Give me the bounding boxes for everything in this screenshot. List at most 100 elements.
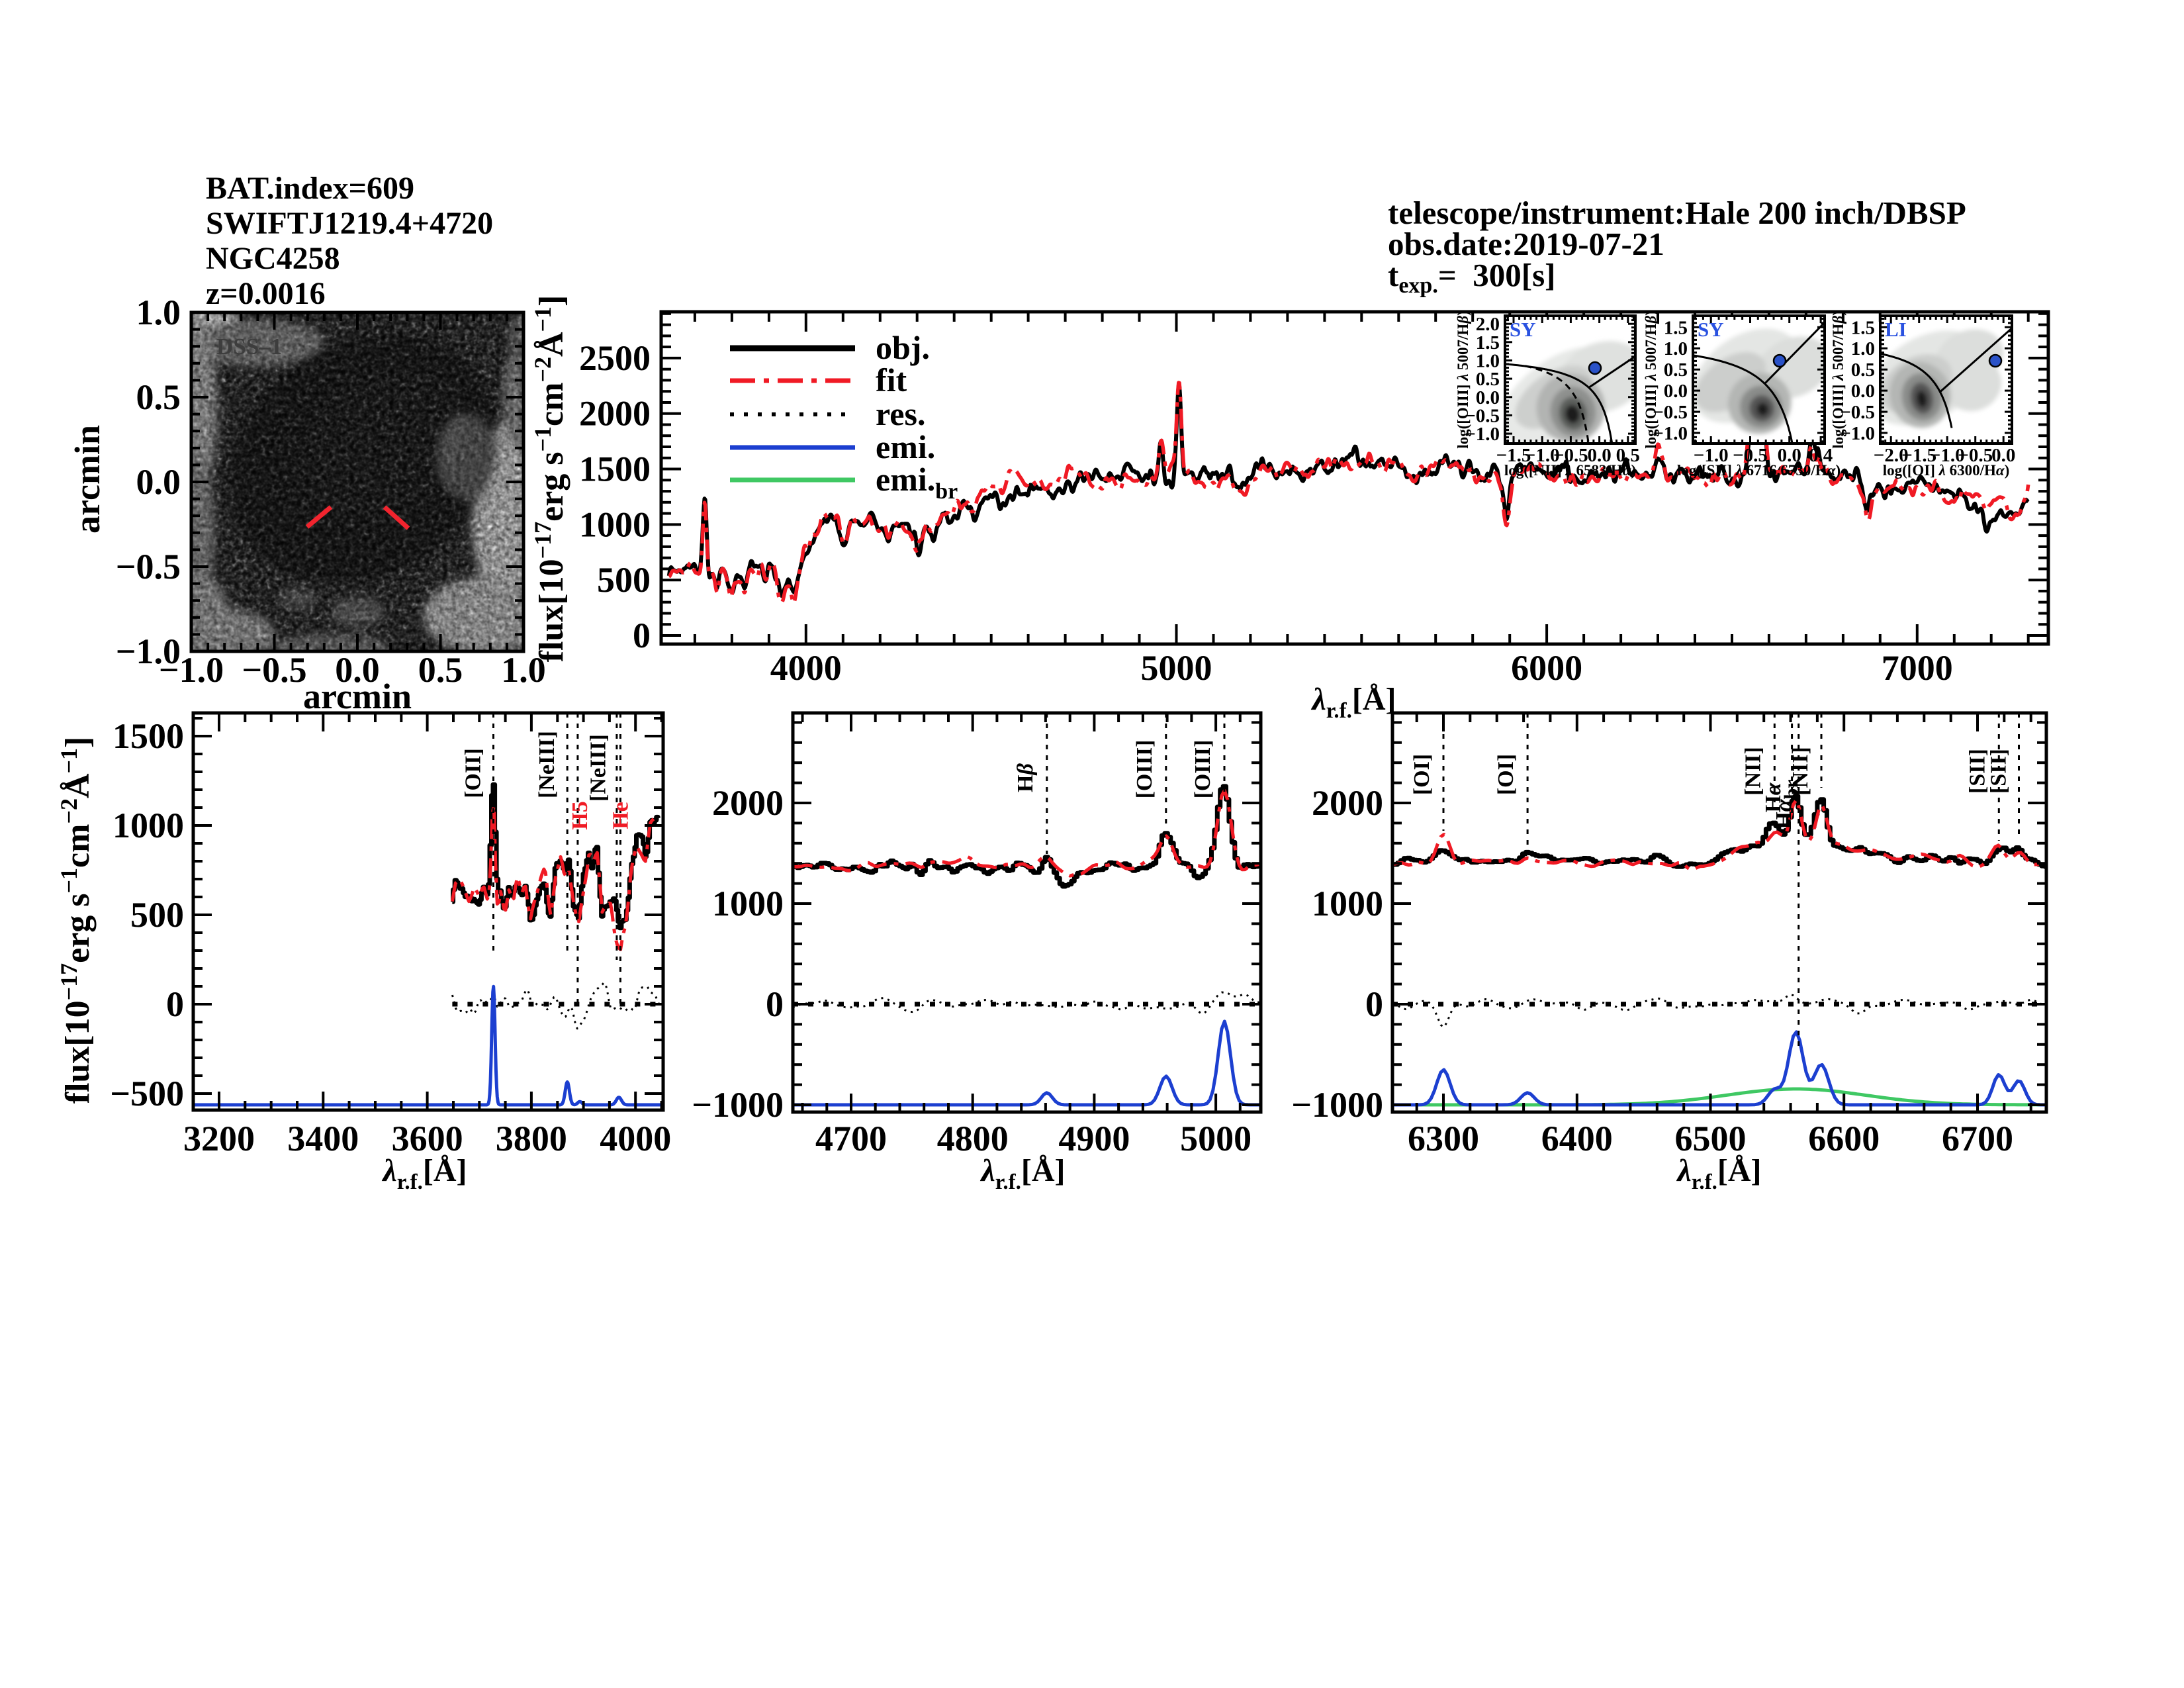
- svg-text:0.0: 0.0: [1587, 445, 1611, 466]
- svg-text:−2.0: −2.0: [1874, 445, 1909, 466]
- svg-text:2.0: 2.0: [1476, 314, 1500, 335]
- svg-text:log([OIII] λ 5007/Hβ): log([OIII] λ 5007/Hβ): [1643, 310, 1659, 449]
- svg-text:[NII]: [NII]: [1788, 747, 1813, 796]
- svg-text:−0.5: −0.5: [1553, 445, 1588, 466]
- svg-text:4000: 4000: [600, 1119, 671, 1158]
- svg-text:1000: 1000: [1312, 884, 1383, 923]
- svg-text:4700: 4700: [815, 1119, 887, 1158]
- svg-text:0.0: 0.0: [1778, 445, 1801, 466]
- svg-text:1.0: 1.0: [136, 293, 181, 332]
- svg-text:1500: 1500: [113, 716, 184, 756]
- svg-text:λr.f.[Å]: λr.f.[Å]: [381, 1153, 467, 1194]
- svg-text:1000: 1000: [579, 504, 651, 544]
- svg-text:−1.0: −1.0: [1465, 424, 1500, 445]
- svg-text:fit: fit: [876, 361, 907, 399]
- svg-text:−0.5: −0.5: [1840, 402, 1875, 423]
- svg-text:5000: 5000: [1141, 648, 1212, 688]
- svg-text:−1.0: −1.0: [1525, 445, 1560, 466]
- svg-text:NGC4258: NGC4258: [206, 241, 340, 276]
- svg-text:Hα: Hα: [1761, 782, 1786, 812]
- svg-text:log([OI] λ 6300/Hα): log([OI] λ 6300/Hα): [1883, 462, 2010, 479]
- svg-text:λr.f.[Å]: λr.f.[Å]: [979, 1153, 1065, 1194]
- svg-text:−1000: −1000: [1291, 1085, 1383, 1125]
- svg-text:0.5: 0.5: [418, 650, 463, 690]
- svg-text:SY: SY: [1510, 318, 1536, 341]
- svg-text:z=0.0016: z=0.0016: [206, 276, 326, 311]
- svg-text:[SII]: [SII]: [1987, 749, 2011, 794]
- svg-text:500: 500: [130, 895, 184, 935]
- svg-text:0: 0: [1365, 984, 1383, 1024]
- svg-text:−1000: −1000: [692, 1085, 784, 1125]
- svg-text:−1.0: −1.0: [159, 650, 224, 690]
- svg-text:6400: 6400: [1541, 1119, 1613, 1158]
- svg-text:arcmin: arcmin: [68, 425, 107, 534]
- svg-text:−1.5: −1.5: [1901, 445, 1936, 466]
- svg-text:1.0: 1.0: [1851, 338, 1875, 359]
- svg-text:0.0: 0.0: [335, 650, 380, 690]
- svg-text:2500: 2500: [579, 338, 651, 378]
- svg-text:0: 0: [633, 616, 651, 655]
- svg-text:λr.f.[Å]: λr.f.[Å]: [1676, 1153, 1761, 1194]
- svg-text:flux[10−17erg s−1cm−2Å−1]: flux[10−17erg s−1cm−2Å−1]: [529, 295, 570, 663]
- svg-text:−0.5: −0.5: [1958, 445, 1993, 466]
- svg-text:[OI]: [OI]: [1494, 754, 1518, 795]
- svg-text:1.0: 1.0: [501, 650, 546, 690]
- svg-text:[NeIII]: [NeIII]: [535, 731, 559, 798]
- svg-text:3400: 3400: [287, 1119, 359, 1158]
- svg-text:4000: 4000: [770, 648, 842, 688]
- svg-text:3200: 3200: [183, 1119, 255, 1158]
- svg-text:emi.: emi.: [876, 428, 935, 465]
- svg-text:2000: 2000: [1312, 783, 1383, 823]
- svg-text:4800: 4800: [937, 1119, 1009, 1158]
- svg-text:6600: 6600: [1808, 1119, 1880, 1158]
- svg-text:−1.5: −1.5: [1496, 445, 1531, 466]
- svg-text:texp.= 300[s]: texp.= 300[s]: [1388, 257, 1555, 298]
- svg-text:1000: 1000: [712, 884, 784, 923]
- svg-text:obj.: obj.: [876, 329, 930, 366]
- svg-text:1.0: 1.0: [1476, 351, 1500, 372]
- svg-text:0.0: 0.0: [1476, 387, 1500, 408]
- svg-text:−0.5: −0.5: [1465, 405, 1500, 426]
- svg-text:λr.f.[Å]: λr.f.[Å]: [1310, 682, 1396, 723]
- svg-text:−0.5: −0.5: [1653, 402, 1688, 423]
- svg-text:−1.0: −1.0: [1694, 445, 1729, 466]
- svg-text:[OII]: [OII]: [461, 748, 486, 798]
- svg-text:[OIII]: [OIII]: [1132, 740, 1157, 799]
- svg-text:6000: 6000: [1511, 648, 1582, 688]
- svg-text:2000: 2000: [579, 394, 651, 434]
- svg-text:obs.date:2019-07-21: obs.date:2019-07-21: [1388, 226, 1664, 262]
- svg-text:6500: 6500: [1675, 1119, 1747, 1158]
- svg-text:0.5: 0.5: [1851, 359, 1875, 381]
- svg-text:log([SII] λ 6716,6730/Hα): log([SII] λ 6716,6730/Hα): [1677, 462, 1841, 479]
- svg-text:6300: 6300: [1408, 1119, 1479, 1158]
- svg-text:SWIFTJ1219.4+4720: SWIFTJ1219.4+4720: [206, 206, 493, 241]
- svg-text:1500: 1500: [579, 449, 651, 489]
- svg-text:BAT.index=609: BAT.index=609: [206, 171, 414, 206]
- svg-text:−0.5: −0.5: [1733, 445, 1768, 466]
- svg-text:0.0: 0.0: [1991, 445, 2015, 466]
- svg-text:3800: 3800: [496, 1119, 567, 1158]
- svg-text:[SII]: [SII]: [1965, 749, 1989, 794]
- svg-text:0.5: 0.5: [1664, 359, 1688, 381]
- svg-text:[NII]: [NII]: [1741, 747, 1765, 796]
- svg-text:1000: 1000: [113, 806, 184, 845]
- svg-text:log([NII] λ 6583/Hα): log([NII] λ 6583/Hα): [1504, 462, 1636, 479]
- svg-text:res.: res.: [876, 395, 925, 432]
- svg-text:7000: 7000: [1882, 648, 1953, 688]
- svg-text:2000: 2000: [712, 783, 784, 823]
- svg-text:0.4: 0.4: [1809, 445, 1833, 466]
- svg-text:He: He: [609, 802, 633, 829]
- svg-text:0.0: 0.0: [1851, 381, 1875, 402]
- svg-text:0: 0: [766, 984, 784, 1024]
- svg-text:[OIII]: [OIII]: [1191, 740, 1215, 799]
- svg-text:0.0: 0.0: [1664, 381, 1688, 402]
- svg-text:6700: 6700: [1942, 1119, 2013, 1158]
- svg-text:[OI]: [OI]: [1410, 754, 1434, 795]
- svg-text:1.5: 1.5: [1664, 317, 1688, 338]
- svg-text:0.0: 0.0: [136, 462, 181, 502]
- svg-text:−0.5: −0.5: [242, 650, 306, 690]
- svg-text:1.0: 1.0: [1664, 338, 1688, 359]
- svg-text:DSS–1: DSS–1: [216, 334, 282, 359]
- svg-text:3600: 3600: [392, 1119, 463, 1158]
- svg-text:0.5: 0.5: [1476, 369, 1500, 390]
